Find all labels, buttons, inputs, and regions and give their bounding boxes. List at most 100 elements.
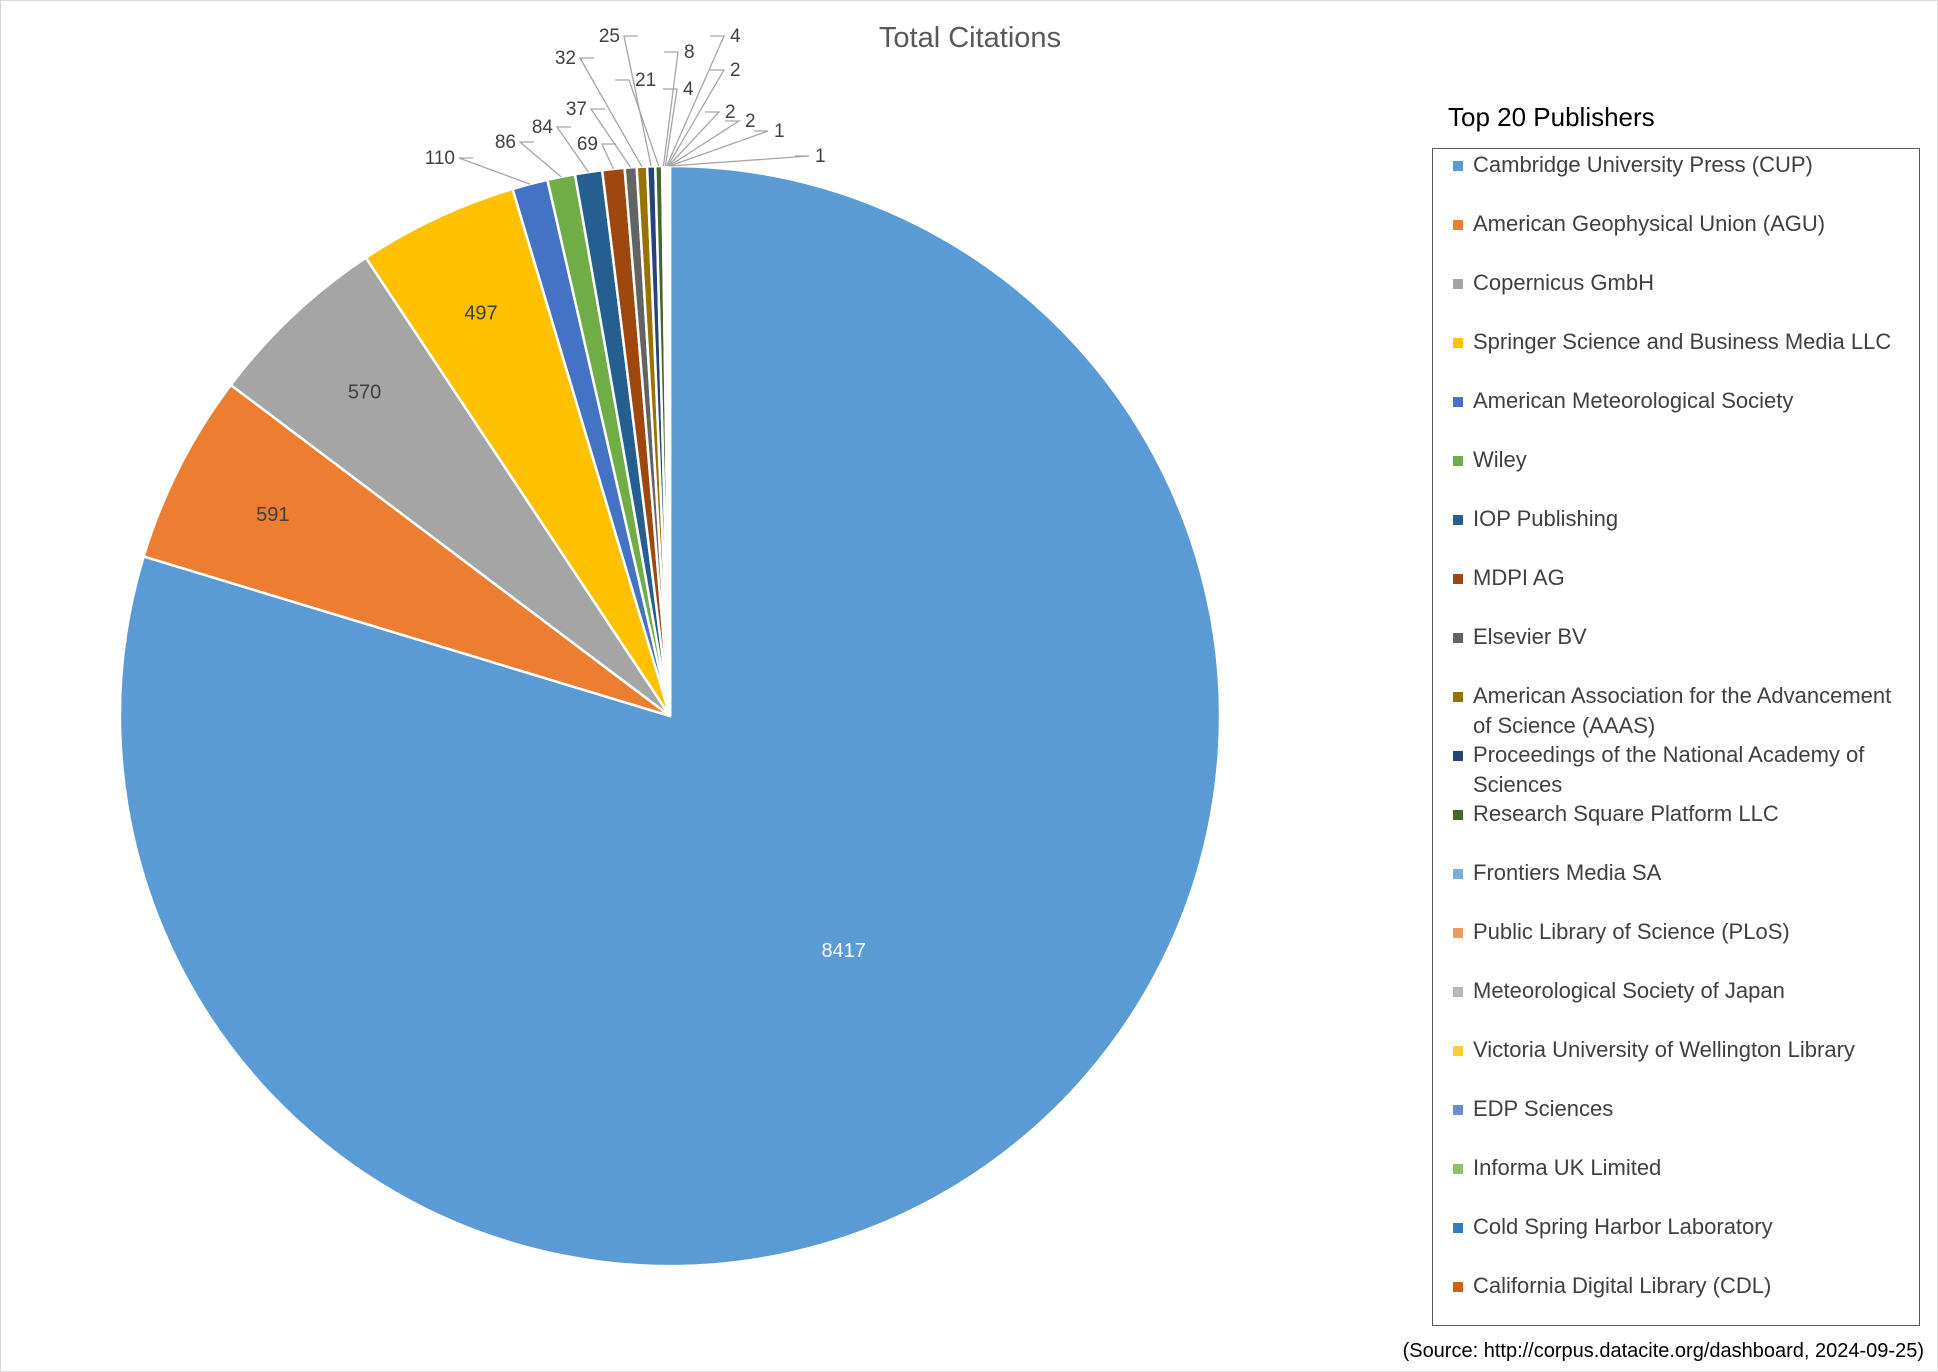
- legend-item-19: Cold Spring Harbor Laboratory: [1453, 1212, 1913, 1242]
- data-label-18: 2: [745, 111, 756, 132]
- pie-slice-3: [229, 255, 672, 717]
- legend-swatch: [1453, 987, 1463, 997]
- legend-item-8: MDPI AG: [1453, 563, 1913, 593]
- leader-line-13: [662, 51, 679, 167]
- legend-swatch: [1453, 279, 1463, 289]
- legend-item-18: Informa UK Limited: [1453, 1153, 1913, 1183]
- legend-label: American Geophysical Union (AGU): [1473, 211, 1826, 236]
- pie-slice-2: [142, 383, 671, 718]
- legend-item-7: IOP Publishing: [1453, 504, 1913, 534]
- legend-swatch: [1453, 928, 1463, 938]
- data-label-20: 1: [815, 146, 826, 167]
- legend-item-13: Frontiers Media SA: [1453, 858, 1913, 888]
- legend-label: Wiley: [1473, 447, 1527, 472]
- leader-line-6: [518, 141, 562, 178]
- leader-line-17: [667, 111, 721, 167]
- legend-swatch: [1453, 751, 1463, 761]
- leader-line-11: [623, 35, 652, 167]
- legend-label: Meteorological Society of Japan: [1473, 978, 1785, 1003]
- data-label-5: 110: [425, 148, 455, 169]
- legend-item-10: American Association for the Advancement…: [1453, 681, 1913, 741]
- leader-line-18: [668, 120, 742, 167]
- legend-item-15: Meteorological Society of Japan: [1453, 976, 1913, 1006]
- data-label-7: 84: [532, 117, 554, 138]
- leader-line-7: [555, 126, 590, 173]
- legend-swatch: [1453, 1164, 1463, 1174]
- legend-swatch: [1453, 633, 1463, 643]
- legend-swatch: [1453, 810, 1463, 820]
- source-note: (Source: http://corpus.datacite.org/dash…: [1402, 1340, 1924, 1362]
- legend-item-6: Wiley: [1453, 445, 1913, 475]
- legend-label: Research Square Platform LLC: [1473, 801, 1779, 826]
- leader-lines: [458, 35, 810, 185]
- legend-item-11: Proceedings of the National Academy of S…: [1453, 740, 1913, 800]
- legend-swatch: [1453, 1105, 1463, 1115]
- legend-label: Springer Science and Business Media LLC: [1473, 329, 1892, 354]
- legend-swatch: [1453, 161, 1463, 171]
- data-label-12: 21: [635, 70, 656, 91]
- legend-swatch: [1453, 397, 1463, 407]
- legend-box: [1432, 148, 1920, 1326]
- data-label-3: 570: [348, 382, 381, 404]
- legend-item-20: California Digital Library (CDL): [1453, 1271, 1913, 1301]
- leader-line-16: [667, 69, 726, 167]
- leader-line-20: [669, 155, 810, 167]
- legend-item-9: Elsevier BV: [1453, 622, 1913, 652]
- legend-label: American Meteorological Society: [1473, 388, 1794, 413]
- legend-label: Public Library of Science (PLoS): [1473, 919, 1790, 944]
- data-label-16: 2: [730, 60, 741, 81]
- legend-item-2: American Geophysical Union (AGU): [1453, 209, 1913, 239]
- data-label-4: 497: [464, 303, 497, 325]
- legend-swatch: [1453, 1223, 1463, 1233]
- chart-title: Total Citations: [878, 22, 1062, 54]
- legend-label: EDP Sciences: [1473, 1096, 1614, 1121]
- legend-swatch: [1453, 1046, 1463, 1056]
- leader-line-19: [669, 130, 769, 167]
- legend-swatch: [1453, 1282, 1463, 1292]
- legend-label: Cambridge University Press (CUP): [1473, 152, 1813, 177]
- leader-line-12: [615, 79, 660, 167]
- data-label-19: 1: [774, 121, 785, 142]
- data-label-9: 37: [566, 99, 587, 120]
- legend-label: Copernicus GmbH: [1473, 270, 1654, 295]
- legend-item-5: American Meteorological Society: [1453, 386, 1913, 416]
- legend-title: Top 20 Publishers: [1448, 102, 1655, 132]
- legend-label: American Association for the Advancement…: [1473, 683, 1892, 738]
- data-label-14: 4: [683, 79, 694, 100]
- pie-slices: [118, 164, 1222, 1268]
- leader-line-10: [578, 57, 643, 168]
- legend-swatch: [1453, 574, 1463, 584]
- legend-label: Elsevier BV: [1473, 624, 1587, 649]
- legend-swatch: [1453, 869, 1463, 879]
- leader-line-8: [600, 143, 616, 170]
- leader-line-5: [458, 157, 531, 185]
- data-label-17: 2: [725, 102, 736, 123]
- legend-label: Cold Spring Harbor Laboratory: [1473, 1214, 1773, 1239]
- legend-label: Frontiers Media SA: [1473, 860, 1662, 885]
- legend-item-12: Research Square Platform LLC: [1453, 799, 1913, 829]
- legend-item-17: EDP Sciences: [1453, 1094, 1913, 1124]
- data-label-11: 25: [599, 26, 620, 47]
- legend-swatch: [1453, 515, 1463, 525]
- leader-line-15: [666, 35, 725, 167]
- legend-item-3: Copernicus GmbH: [1453, 268, 1913, 298]
- legend-label: Victoria University of Wellington Librar…: [1473, 1037, 1855, 1062]
- legend-label: MDPI AG: [1473, 565, 1565, 590]
- legend-swatch: [1453, 220, 1463, 230]
- data-label-1: 8417: [821, 940, 866, 962]
- leader-line-14: [663, 88, 678, 167]
- legend-swatch: [1453, 692, 1463, 702]
- data-label-2: 591: [256, 504, 289, 526]
- legend-item-16: Victoria University of Wellington Librar…: [1453, 1035, 1913, 1065]
- data-label-10: 32: [555, 48, 576, 69]
- legend-item-4: Springer Science and Business Media LLC: [1453, 327, 1913, 357]
- legend-item-1: Cambridge University Press (CUP): [1453, 150, 1913, 180]
- leader-line-9: [589, 108, 632, 168]
- data-label-15: 4: [730, 26, 741, 47]
- legend-label: IOP Publishing: [1473, 506, 1619, 531]
- legend-swatch: [1453, 338, 1463, 348]
- legend-label: California Digital Library (CDL): [1473, 1273, 1772, 1298]
